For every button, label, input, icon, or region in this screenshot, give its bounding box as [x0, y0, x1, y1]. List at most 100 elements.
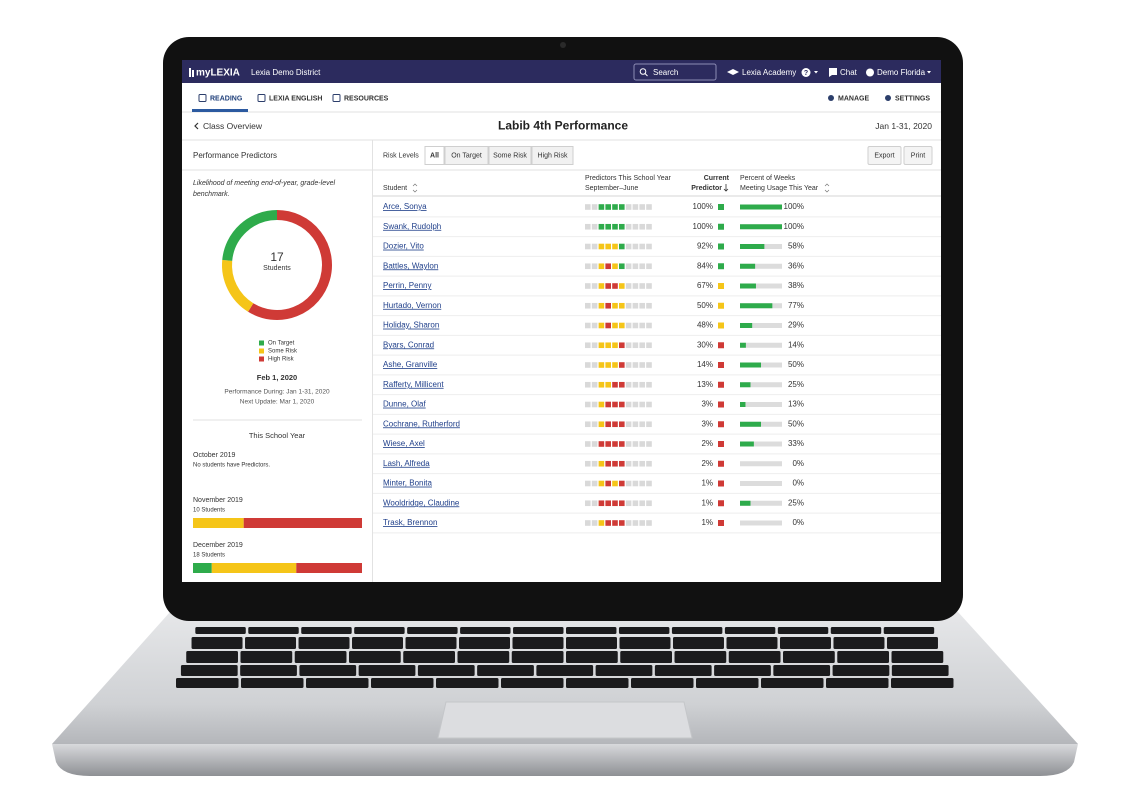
predictor-square [585, 381, 591, 388]
toolbar-button[interactable] [903, 146, 933, 165]
help-icon[interactable] [801, 68, 811, 77]
tab[interactable]: READING [210, 95, 243, 102]
tab[interactable]: MANAGE [838, 95, 869, 102]
back-link[interactable]: Class Overview [203, 121, 263, 131]
key [566, 678, 629, 688]
predictor-square [619, 401, 625, 408]
predictor-square [632, 480, 639, 487]
tab[interactable]: RESOURCES [344, 95, 389, 102]
toolbar-button-label[interactable]: Print [911, 152, 925, 159]
help-link[interactable]: ? [804, 70, 808, 77]
sort-icon[interactable] [723, 184, 729, 192]
filter-label[interactable]: High Risk [538, 152, 568, 159]
current-predictor: 1% [701, 518, 713, 527]
key [886, 637, 938, 649]
chat-link[interactable]: Chat [840, 68, 858, 77]
key [833, 637, 885, 649]
predictor-square [598, 204, 605, 210]
tab[interactable]: SETTINGS [895, 95, 930, 102]
predictor-square [619, 480, 625, 487]
student-link[interactable]: Hurtado, Vernon [383, 301, 441, 310]
column-header[interactable]: Predictor [691, 185, 722, 192]
predictor-square [646, 520, 652, 526]
student-link[interactable]: Wooldridge, Claudine [383, 498, 460, 507]
student-link[interactable]: Trask, Brennon [383, 518, 437, 527]
toolbar-button-label[interactable]: Export [874, 152, 894, 159]
student-link[interactable]: Ashe, Granville [383, 360, 438, 369]
academy-link[interactable]: Lexia Academy [742, 68, 796, 77]
predictor-square [605, 223, 611, 230]
predictor-square [612, 401, 618, 408]
predictor-square [639, 500, 645, 507]
predictor-square [612, 480, 618, 487]
usage-bar [740, 441, 754, 447]
predictor-square [612, 500, 618, 507]
performance-period: Performance During: Jan 1-31, 2020 [224, 389, 330, 396]
sort-icon[interactable] [412, 183, 418, 193]
predictor-square [612, 421, 618, 428]
predictor-square [605, 460, 611, 467]
filter-button[interactable] [444, 146, 489, 165]
predictor-square [639, 223, 645, 230]
predictor-square [591, 381, 598, 388]
search-icon [644, 73, 648, 77]
usage-label: 50% [788, 360, 804, 369]
usage-bar [740, 263, 756, 269]
month-name: November 2019 [193, 497, 243, 504]
student-link[interactable]: Lash, Alfreda [383, 459, 430, 468]
tab[interactable]: LEXIA ENGLISH [269, 95, 322, 102]
filter-button[interactable] [424, 146, 445, 165]
predictor-square [612, 342, 618, 349]
key [299, 665, 357, 676]
user-menu[interactable]: Demo Florida [877, 68, 926, 77]
student-link[interactable]: Rafferty, Millicent [383, 380, 444, 389]
toolbar-button[interactable] [867, 146, 902, 165]
sort-icon[interactable] [824, 183, 830, 193]
filter-button[interactable] [488, 146, 532, 165]
current-status [718, 441, 724, 447]
student-link[interactable]: Swank, Rudolph [383, 222, 441, 231]
key [654, 665, 712, 676]
filter-button[interactable] [531, 146, 574, 165]
predictor-square [591, 322, 598, 329]
current-status [718, 322, 724, 329]
key [832, 665, 890, 676]
date-range[interactable]: Jan 1-31, 2020 [875, 121, 932, 131]
filter-label[interactable]: Some Risk [493, 152, 527, 159]
student-link[interactable]: Byars, Conrad [383, 340, 434, 349]
predictor-square [632, 223, 639, 230]
search-placeholder[interactable]: Search [653, 68, 678, 77]
key [405, 637, 457, 649]
predictor-square [625, 322, 632, 329]
predictor-square [639, 362, 645, 368]
filter-label[interactable]: All [430, 152, 439, 159]
student-link[interactable]: Holiday, Sharon [383, 321, 439, 330]
predictor-square [619, 421, 625, 428]
brand[interactable]: myLEXIA [196, 68, 240, 79]
column-header[interactable]: Student [383, 185, 407, 192]
student-link[interactable]: Minter, Bonita [383, 479, 432, 488]
current-predictor: 1% [701, 498, 713, 507]
search-box[interactable] [633, 63, 717, 81]
predictor-square [585, 283, 591, 289]
filter-label[interactable]: On Target [451, 152, 482, 159]
student-link[interactable]: Wiese, Axel [383, 439, 425, 448]
key [891, 651, 944, 663]
column-header[interactable]: Percent of Weeks [740, 175, 796, 182]
student-link[interactable]: Battles, Waylon [383, 261, 438, 270]
predictor-square [625, 204, 632, 210]
student-link[interactable]: Cochrane, Rutherford [383, 419, 460, 428]
column-header[interactable]: Current [704, 175, 730, 182]
student-link[interactable]: Dunne, Olaf [383, 400, 426, 409]
predictor-square [585, 441, 591, 447]
back-icon [194, 122, 199, 130]
predictor-square [646, 223, 652, 230]
key [728, 651, 781, 663]
student-link[interactable]: Arce, Sonya [383, 202, 427, 211]
laptop-base [52, 612, 1078, 776]
student-link[interactable]: Dozier, Vito [383, 242, 424, 251]
column-header[interactable]: Meeting Usage This Year [740, 185, 819, 192]
legend-label: Some Risk [268, 349, 298, 355]
student-link[interactable]: Perrin, Penny [383, 281, 431, 290]
